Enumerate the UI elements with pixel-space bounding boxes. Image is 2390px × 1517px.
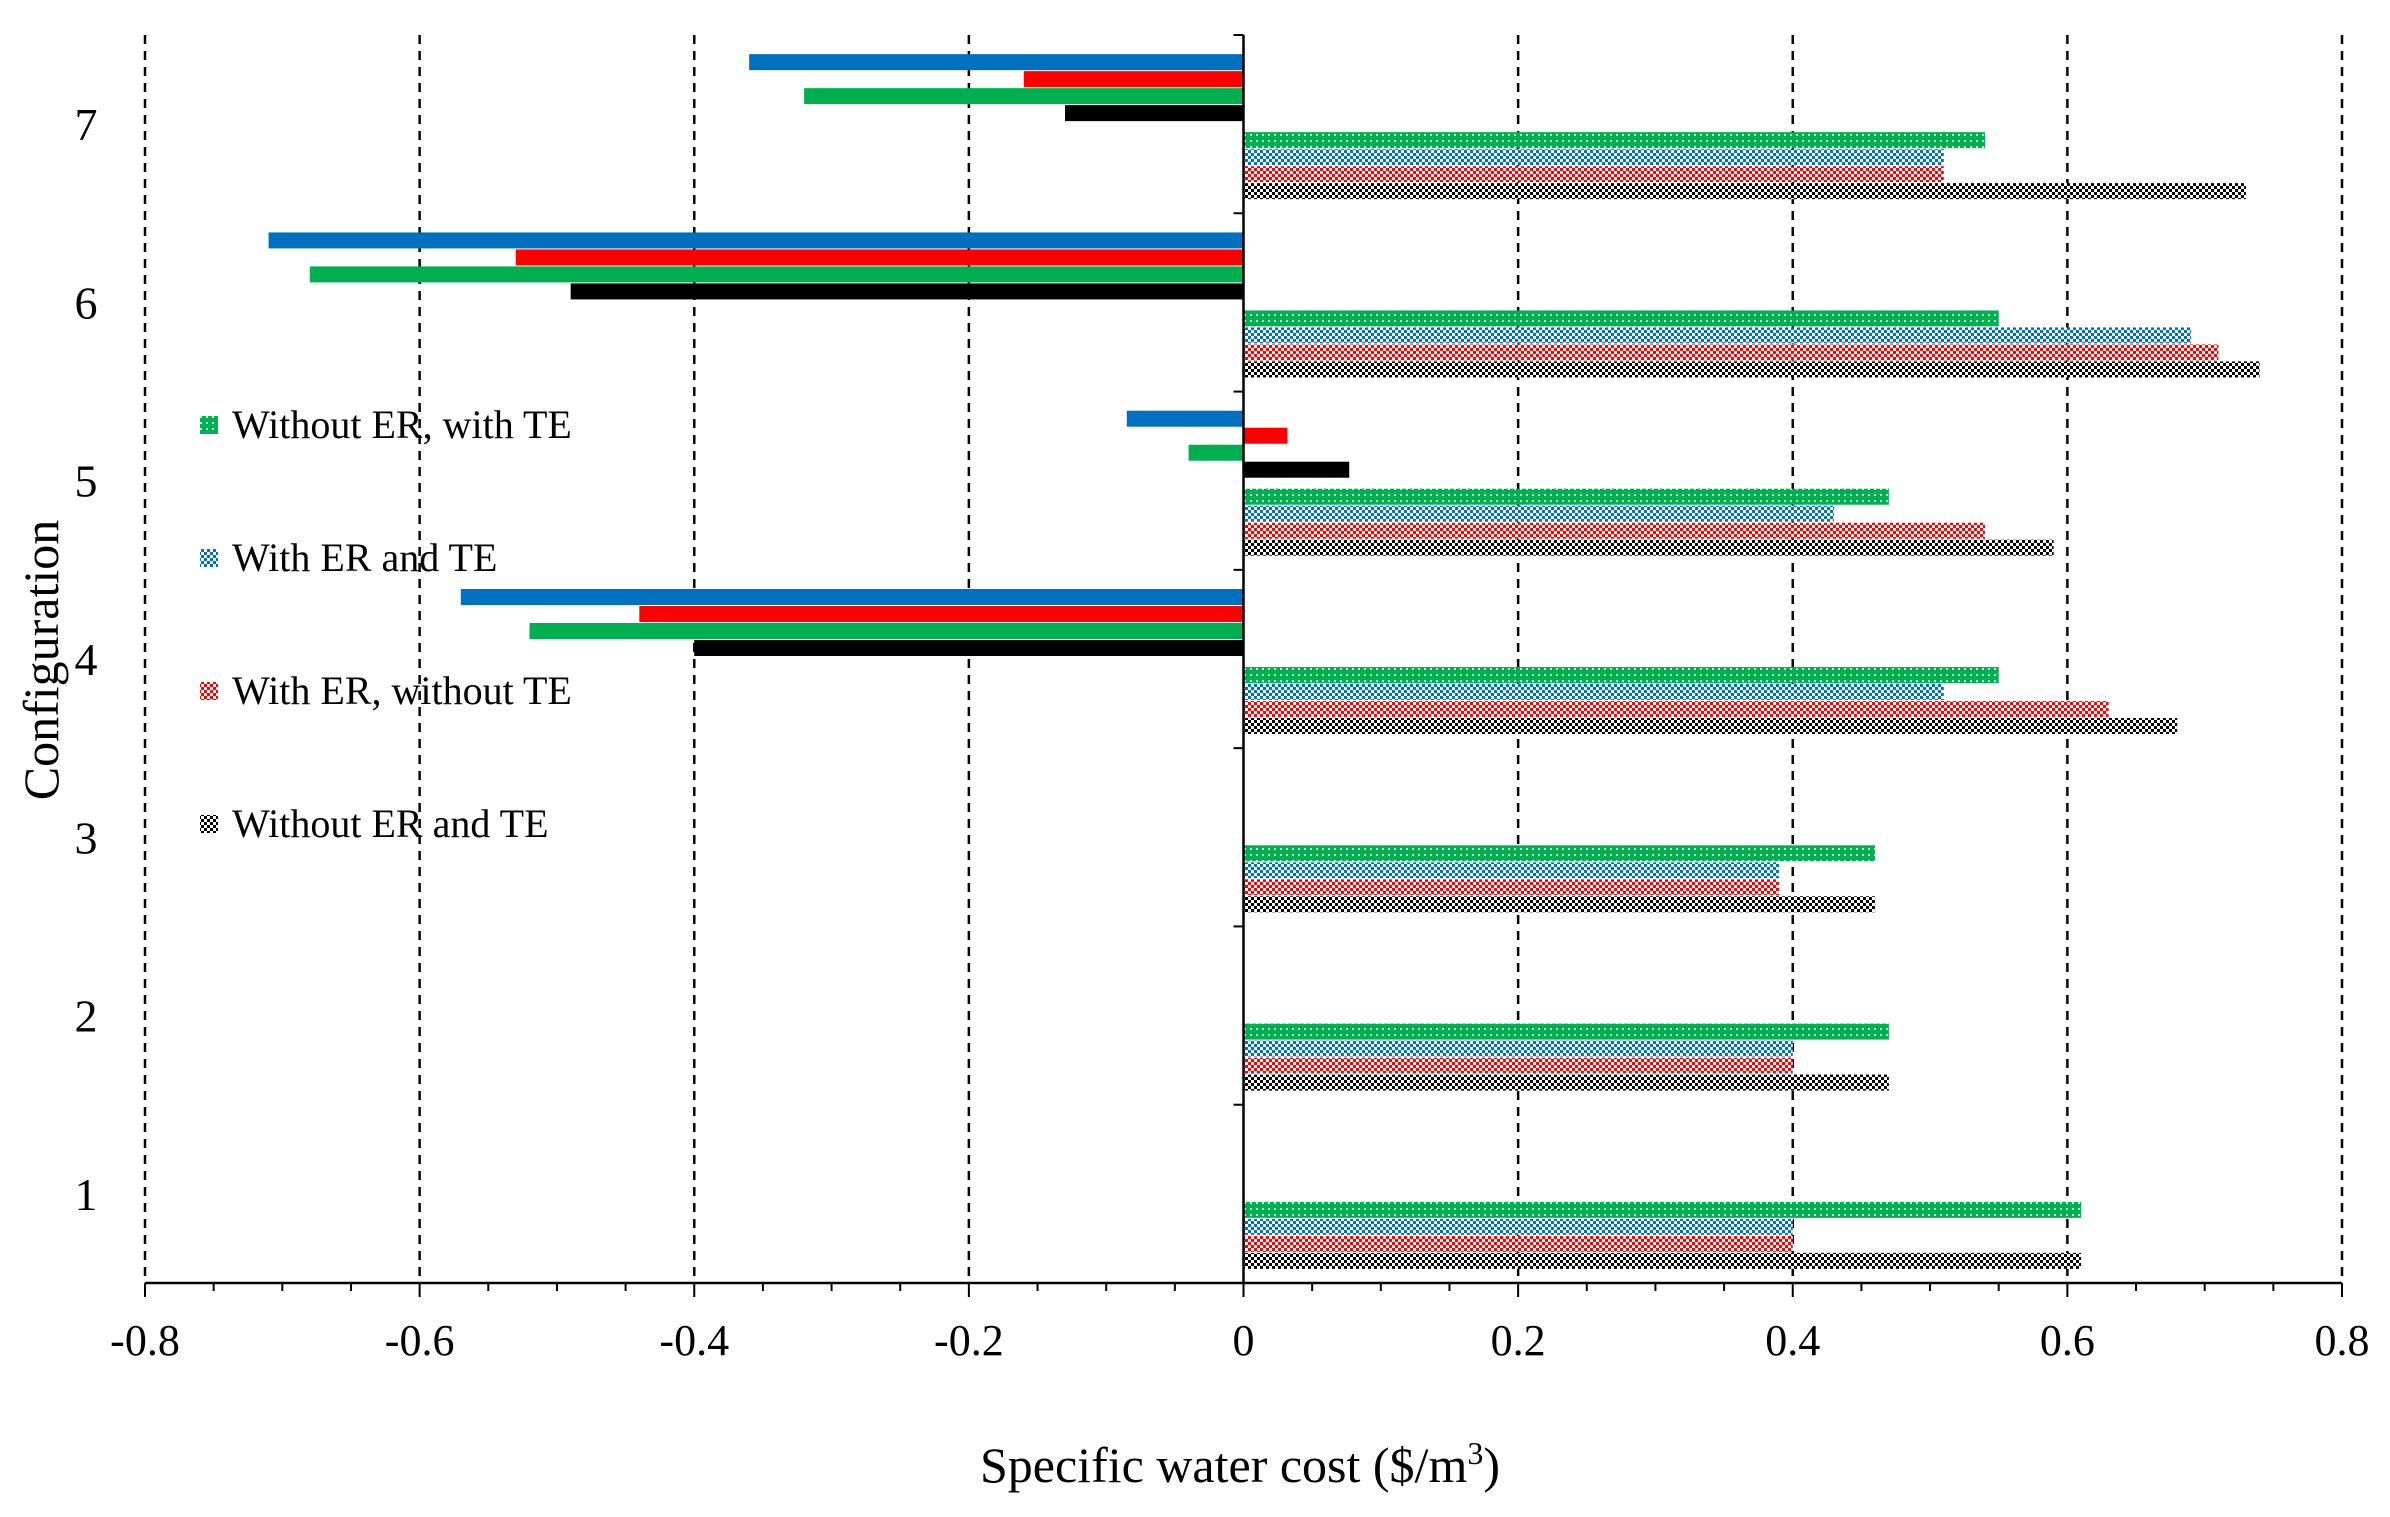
x-tick-label: 0	[1233, 1316, 1255, 1365]
legend: Without ER, with TE With ER and TE With ER…	[200, 402, 572, 846]
category-label: 3	[75, 812, 98, 863]
legend-label: Without ER, with TE	[232, 402, 572, 447]
bar-config-6-without-er-and-te	[1243, 361, 2260, 378]
bar-config-1-with-er-without-te	[1243, 1235, 1793, 1252]
diff-bar-config-6-without-er-and-te	[570, 283, 1244, 300]
diff-bar-config-6-with-er-without-te	[515, 249, 1244, 266]
diff-bar-config-7-without-er-and-te	[1064, 105, 1244, 122]
diff-bar-config-4-without-er-with-te	[529, 623, 1244, 639]
x-axis-title: Specific water cost ($/m3)	[980, 1435, 1500, 1493]
legend-swatch	[200, 815, 218, 833]
legend-label: With ER and TE	[232, 535, 497, 580]
x-tick-label: -0.6	[385, 1316, 455, 1365]
bar-config-7-with-er-and-te	[1243, 149, 1944, 166]
diff-bar-config-7-with-er-without-te	[1023, 71, 1244, 88]
bar-config-2-with-er-without-te	[1243, 1057, 1793, 1074]
x-tick-label: 0.4	[1765, 1316, 1820, 1365]
bar-config-5-with-er-and-te	[1243, 505, 1834, 522]
bar-config-2-with-er-and-te	[1243, 1040, 1793, 1057]
bar-config-4-without-er-with-te	[1243, 667, 1999, 683]
legend-label: With ER, without TE	[232, 668, 572, 713]
bar-config-6-with-er-and-te	[1243, 327, 2191, 344]
diff-bar-config-5-without-er-with-te	[1188, 444, 1244, 461]
legend-swatch	[200, 549, 218, 567]
bar-config-5-without-er-and-te	[1243, 539, 2054, 556]
legend-swatch	[200, 416, 218, 434]
bar-config-7-without-er-and-te	[1243, 183, 2246, 200]
bar-config-4-without-er-and-te	[1243, 718, 2178, 734]
x-tick-label: -0.2	[934, 1316, 1004, 1365]
diff-bar-config-6-with-er-and-te	[268, 232, 1244, 249]
diff-bar-config-6-without-er-with-te	[309, 266, 1244, 283]
category-label: 5	[75, 456, 98, 507]
bar-config-1-with-er-and-te	[1243, 1218, 1793, 1235]
bar-config-5-with-er-without-te	[1243, 522, 1985, 539]
bar-config-4-with-er-without-te	[1243, 701, 2109, 717]
x-tick-label: 0.2	[1491, 1316, 1546, 1365]
bar-config-6-with-er-without-te	[1243, 344, 2219, 361]
bar-config-4-with-er-and-te	[1243, 684, 1944, 700]
positive-bars	[1243, 132, 2260, 1269]
diff-bar-config-4-with-er-and-te	[460, 589, 1244, 605]
category-label: 7	[75, 99, 98, 150]
diff-bar-config-5-with-er-and-te	[1126, 410, 1244, 427]
bar-config-3-without-er-with-te	[1243, 845, 1876, 862]
axes	[144, 34, 2343, 1297]
diff-bar-config-7-with-er-and-te	[749, 54, 1244, 71]
x-tick-label: 0.8	[2315, 1316, 2370, 1365]
category-label: 4	[75, 634, 98, 685]
diff-bar-config-7-without-er-with-te	[804, 88, 1244, 105]
bar-config-3-with-er-and-te	[1243, 862, 1780, 879]
legend-label: Without ER and TE	[232, 801, 549, 846]
x-tick-label: -0.8	[110, 1316, 180, 1365]
diff-bar-config-5-with-er-without-te	[1243, 427, 1288, 444]
bar-config-5-without-er-with-te	[1243, 488, 1889, 505]
bar-config-1-without-er-with-te	[1243, 1201, 2082, 1218]
bar-config-2-without-er-and-te	[1243, 1074, 1889, 1091]
category-label: 6	[75, 277, 98, 328]
bar-config-6-without-er-with-te	[1243, 310, 1999, 327]
bar-config-3-without-er-and-te	[1243, 896, 1876, 913]
x-tick-label: -0.4	[659, 1316, 729, 1365]
y-category-labels: 1 2 3 4 5 6 7	[75, 99, 98, 1220]
bar-config-3-with-er-without-te	[1243, 879, 1780, 896]
difference-bars	[268, 54, 1350, 656]
bar-config-7-without-er-with-te	[1243, 132, 1985, 149]
y-axis-title: Configuration	[13, 520, 69, 801]
bar-config-7-with-er-without-te	[1243, 166, 1944, 183]
diff-bar-config-4-without-er-and-te	[694, 640, 1244, 656]
bar-config-2-without-er-with-te	[1243, 1023, 1889, 1040]
x-tick-label: 0.6	[2040, 1316, 2095, 1365]
diff-bar-config-4-with-er-without-te	[639, 606, 1244, 622]
category-label: 2	[75, 991, 98, 1042]
legend-swatch	[200, 682, 218, 700]
category-label: 1	[75, 1169, 98, 1220]
diff-bar-config-5-without-er-and-te	[1243, 461, 1350, 478]
bar-config-1-without-er-and-te	[1243, 1252, 2082, 1269]
x-tick-labels: -0.8 -0.6 -0.4 -0.2 0 0.2 0.4 0.6 0.8	[110, 1316, 2369, 1365]
